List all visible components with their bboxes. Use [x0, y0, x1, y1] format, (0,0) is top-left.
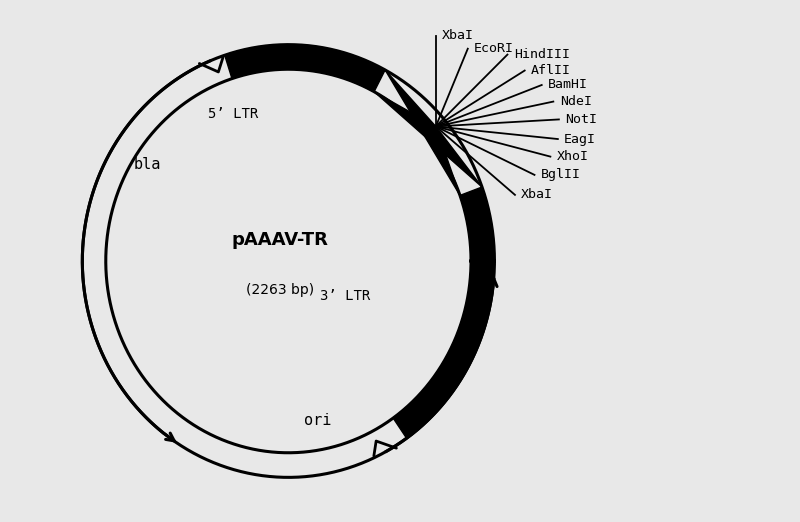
Text: EcoRI: EcoRI [474, 42, 514, 55]
Text: AflII: AflII [531, 64, 571, 77]
Polygon shape [393, 187, 494, 438]
Text: (2263 bp): (2263 bp) [246, 282, 314, 296]
Polygon shape [225, 44, 385, 92]
Text: bla: bla [134, 157, 162, 172]
Text: NotI: NotI [566, 113, 598, 126]
Text: NdeI: NdeI [560, 95, 592, 108]
Text: ori: ori [304, 413, 331, 429]
Text: 5’ LTR: 5’ LTR [208, 107, 258, 121]
Text: 3’ LTR: 3’ LTR [320, 289, 370, 303]
Text: HindIII: HindIII [514, 48, 570, 61]
Text: XhoI: XhoI [557, 150, 589, 163]
Text: BamHI: BamHI [548, 78, 588, 91]
Polygon shape [374, 92, 482, 187]
Text: BglII: BglII [541, 169, 581, 181]
Text: XbaI: XbaI [442, 29, 474, 42]
Text: EagI: EagI [564, 133, 596, 146]
Text: XbaI: XbaI [522, 188, 554, 201]
Text: pAAAV-TR: pAAAV-TR [232, 231, 329, 249]
Polygon shape [385, 70, 460, 195]
